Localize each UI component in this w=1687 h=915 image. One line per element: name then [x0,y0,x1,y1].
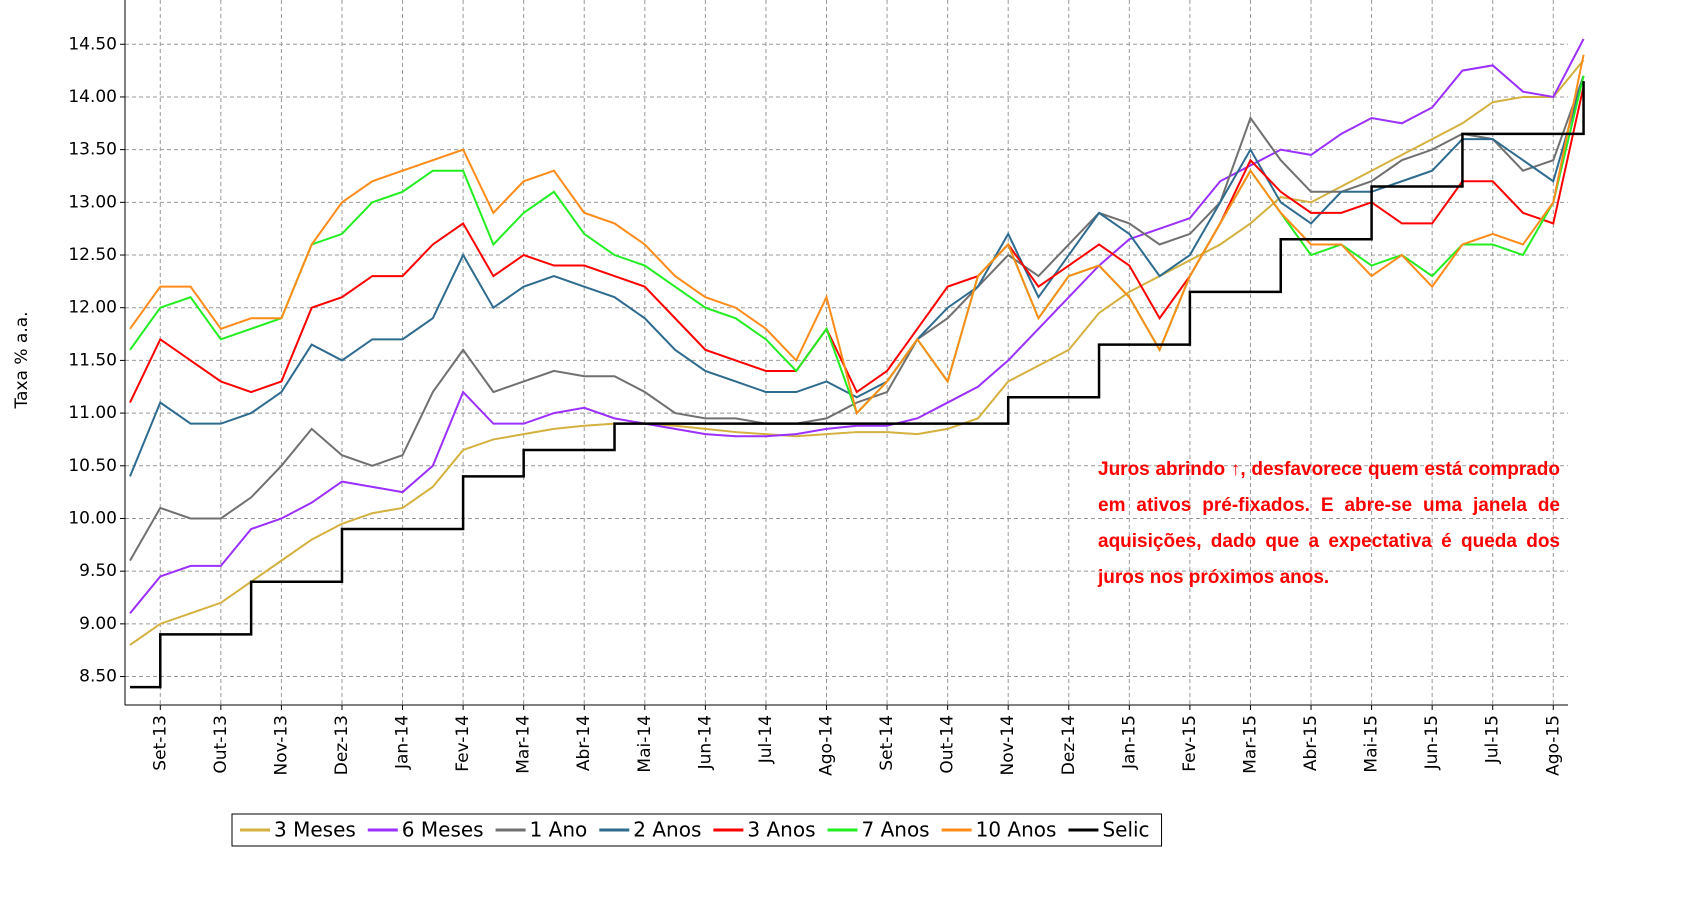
y-tick-label: 12.00 [68,298,117,318]
y-tick-label: 13.50 [68,140,117,160]
x-tick-label: Mar-15 [1240,715,1260,774]
y-tick-label: 11.50 [68,350,117,370]
y-tick-label: 8.50 [79,667,117,687]
series-line [129,54,1585,416]
x-tick-label: Mar-14 [514,715,534,774]
x-tick-label: Set-14 [877,715,897,771]
series-line [129,59,1585,646]
x-tick-label: Jul-15 [1483,715,1503,764]
y-tick-label: 10.50 [68,456,117,476]
x-tick-label: Jan-14 [393,715,413,770]
x-tick-label: Mai-15 [1362,715,1382,773]
y-tick-label: 12.50 [68,245,117,265]
legend-label: Selic [1102,818,1149,842]
x-tick-label: Mai-14 [635,715,655,773]
legend-label: 3 Meses [274,818,356,842]
y-tick-label: 13.00 [68,192,117,212]
legend-label: 1 Ano [530,818,588,842]
x-tick-label: Abr-15 [1301,715,1321,771]
legend-label: 2 Anos [633,818,701,842]
series-line [129,38,1585,614]
x-tick-label: Jun-14 [695,715,715,770]
x-tick-label: Dez-14 [1059,715,1079,775]
x-tick-label: Dez-13 [332,715,352,775]
y-tick-label: 10.00 [68,508,117,528]
x-tick-label: Nov-13 [271,715,291,776]
x-tick-label: Fev-15 [1180,715,1200,772]
y-tick-label: 14.00 [68,87,117,107]
y-tick-label: 14.50 [68,34,117,54]
x-tick-label: Jul-14 [756,715,776,764]
x-tick-label: Ago-14 [817,715,837,776]
legend-label: 3 Anos [747,818,815,842]
series-line [129,86,1585,403]
x-tick-label: Nov-14 [998,715,1018,776]
x-tick-label: Fev-14 [453,715,473,772]
legend-label: 6 Meses [402,818,484,842]
x-tick-label: Ago-15 [1543,715,1563,776]
legend-label: 10 Anos [976,818,1057,842]
annotation: Juros abrindo ↑, desfavorece quem está c… [1098,459,1560,588]
y-tick-label: 11.00 [68,403,117,423]
x-tick-label: Abr-14 [574,715,594,771]
series-line [129,75,1585,477]
series-line [129,75,1585,415]
x-tick-label: Jan-15 [1119,715,1139,770]
legend: 3 Meses 6 Meses 1 Ano 2 Anos 3 Anos 7 Anos 10 … [231,813,1163,847]
legend-label: 7 Anos [862,818,930,842]
series-line [130,81,1585,689]
y-tick-label: 9.00 [79,614,117,634]
x-tick-label: Out-14 [938,715,958,774]
x-tick-label: Jun-15 [1422,715,1442,770]
y-axis-label: Taxa % a.a. [12,311,32,409]
y-tick-label: 9.50 [79,561,117,581]
x-tick-label: Out-13 [211,715,231,774]
x-tick-label: Set-13 [150,715,170,771]
